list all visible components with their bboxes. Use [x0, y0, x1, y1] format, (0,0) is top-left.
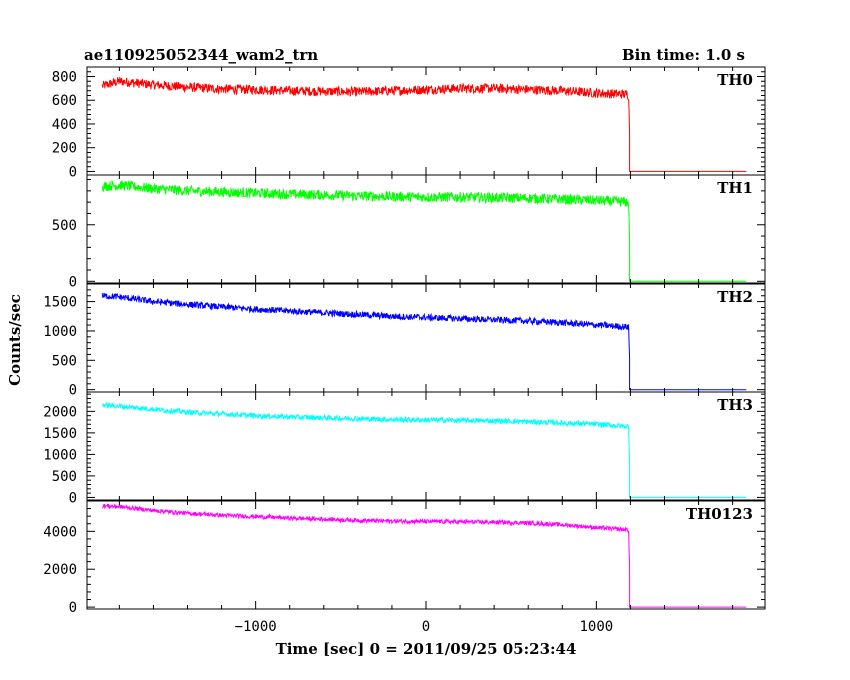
y-tick-label: 0	[69, 164, 77, 180]
panel-th1: TH1 0 500	[52, 174, 766, 290]
panel-th2: TH2 0 500 1000 1500	[43, 283, 766, 399]
x-axis-label: Time [sec] 0 = 2011/09/25 05:23:44	[276, 640, 577, 658]
y-tick-label: 1000	[43, 447, 77, 463]
y-tick-label: 1000	[43, 324, 77, 340]
x-tick-label: 0	[422, 619, 430, 635]
y-axis-label: Counts/sec	[6, 294, 24, 386]
panel-label: TH2	[717, 288, 753, 306]
y-tick-label: 4000	[43, 524, 77, 540]
panel-frame	[86, 500, 766, 610]
y-tick-label: 500	[52, 353, 77, 369]
panels-group: TH00200400600800TH10500TH2050010001500TH…	[43, 66, 766, 635]
panel-label: TH3	[717, 396, 753, 414]
y-tick-label: 0	[69, 383, 77, 399]
y-tick-label: 2000	[43, 404, 77, 420]
panel-frame	[86, 391, 766, 501]
series-line-th1	[101, 179, 747, 282]
x-tick-label: −1000	[235, 619, 277, 635]
series-line-th3	[102, 402, 747, 498]
panel-frame	[86, 283, 766, 393]
y-tick-label: 600	[52, 93, 77, 109]
y-tick-label: 2000	[43, 562, 77, 578]
y-tick-label: 0	[69, 274, 77, 290]
y-tick-label: 500	[52, 218, 77, 234]
y-tick-label: 800	[52, 69, 77, 85]
series-line-th0	[101, 76, 747, 172]
series-line-th2	[101, 292, 747, 391]
y-tick-label: 0	[69, 600, 77, 616]
y-tick-label: 1500	[43, 426, 77, 442]
panel-th0: TH0 0 200 400 600 800	[52, 66, 766, 180]
y-tick-label: 400	[52, 117, 77, 133]
chart-title: ae110925052344_wam2_trn	[84, 46, 318, 64]
y-tick-label: 500	[52, 469, 77, 485]
panel-label: TH0123	[686, 505, 753, 523]
panel-label: TH0	[717, 71, 753, 89]
panel-label: TH1	[717, 179, 753, 197]
panel-th0123: TH0123 0 2000 4000	[43, 500, 766, 616]
panel-th3: TH3 0 500 1000 1500 2000	[43, 391, 766, 506]
y-tick-label: 1500	[43, 295, 77, 311]
series-line-th0123	[101, 502, 747, 608]
bin-time-label: Bin time: 1.0 s	[622, 46, 745, 64]
x-tick-label: 1000	[579, 619, 613, 635]
panel-frame	[86, 66, 766, 176]
y-tick-label: 0	[69, 490, 77, 506]
y-tick-label: 200	[52, 141, 77, 157]
